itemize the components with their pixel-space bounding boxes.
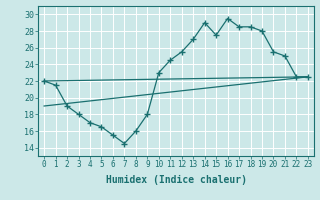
X-axis label: Humidex (Indice chaleur): Humidex (Indice chaleur) bbox=[106, 175, 246, 185]
